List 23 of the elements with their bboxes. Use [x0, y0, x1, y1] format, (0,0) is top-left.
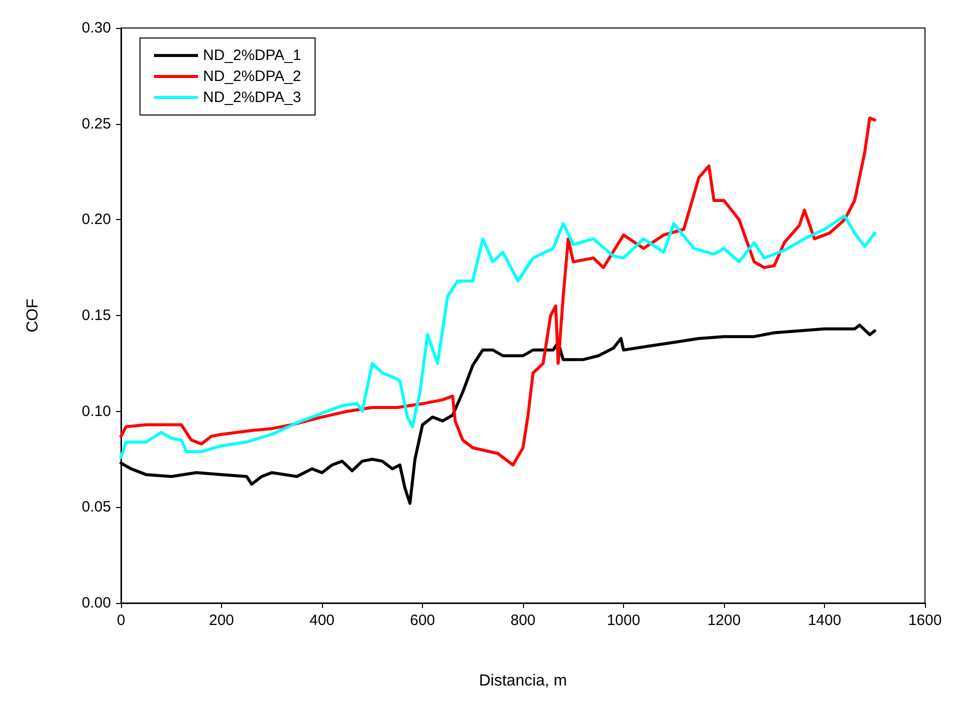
y-axis-title: COF [24, 298, 42, 332]
x-tick-label: 200 [208, 612, 234, 629]
y-tick-label: 0.20 [82, 211, 111, 228]
legend-label: ND_2%DPA_1 [203, 47, 302, 64]
x-tick-label: 1000 [606, 612, 640, 629]
x-tick-label: 600 [410, 612, 436, 629]
legend-label: ND_2%DPA_2 [203, 68, 302, 85]
x-tick-label: 400 [309, 612, 335, 629]
y-tick-label: 0.10 [82, 402, 111, 420]
x-tick-label: 0 [116, 612, 126, 629]
line-series [120, 214, 876, 459]
x-tick-label: 1200 [707, 612, 741, 629]
y-tick-label: 0.00 [82, 594, 111, 612]
y-tick-label: 0.25 [82, 115, 111, 132]
x-axis-title: Distancia, m [478, 672, 568, 690]
y-tick-label: 0.15 [82, 307, 111, 324]
y-tick-label: 0.30 [82, 20, 111, 36]
x-tick-label: 1600 [908, 612, 942, 629]
x-tick-label: 1400 [808, 612, 842, 629]
y-tick-label: 0.05 [82, 498, 111, 516]
line-series [120, 116, 876, 466]
x-tick-label: 800 [510, 612, 536, 629]
legend-label: ND_2%DPA_3 [203, 89, 302, 106]
